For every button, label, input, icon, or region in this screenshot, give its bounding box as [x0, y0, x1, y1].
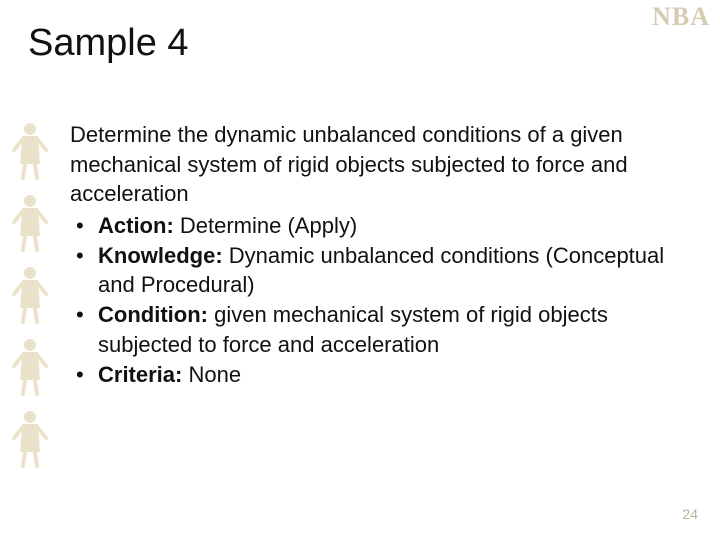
bullet-text: Determine (Apply)	[174, 213, 357, 238]
bullet-text: None	[182, 362, 241, 387]
decorative-figure-stack	[10, 120, 58, 468]
bullet-label: Condition:	[98, 302, 208, 327]
page-number: 24	[682, 506, 698, 522]
intro-paragraph: Determine the dynamic unbalanced conditi…	[70, 120, 675, 209]
logo-text: NBA	[652, 2, 710, 32]
bullet-item: Action: Determine (Apply)	[70, 211, 675, 241]
slide-body: Determine the dynamic unbalanced conditi…	[70, 120, 675, 389]
bullet-item: Criteria: None	[70, 360, 675, 390]
decorative-figure-icon	[10, 336, 50, 396]
bullet-label: Knowledge:	[98, 243, 223, 268]
decorative-figure-icon	[10, 408, 50, 468]
bullet-label: Action:	[98, 213, 174, 238]
bullet-item: Condition: given mechanical system of ri…	[70, 300, 675, 359]
decorative-figure-icon	[10, 192, 50, 252]
slide: NBA Sample 4 Determine the dynamic unbal…	[0, 0, 720, 540]
bullet-list: Action: Determine (Apply)Knowledge: Dyna…	[70, 211, 675, 389]
decorative-figure-icon	[10, 120, 50, 180]
bullet-item: Knowledge: Dynamic unbalanced conditions…	[70, 241, 675, 300]
decorative-figure-icon	[10, 264, 50, 324]
slide-title: Sample 4	[28, 22, 189, 65]
bullet-label: Criteria:	[98, 362, 182, 387]
